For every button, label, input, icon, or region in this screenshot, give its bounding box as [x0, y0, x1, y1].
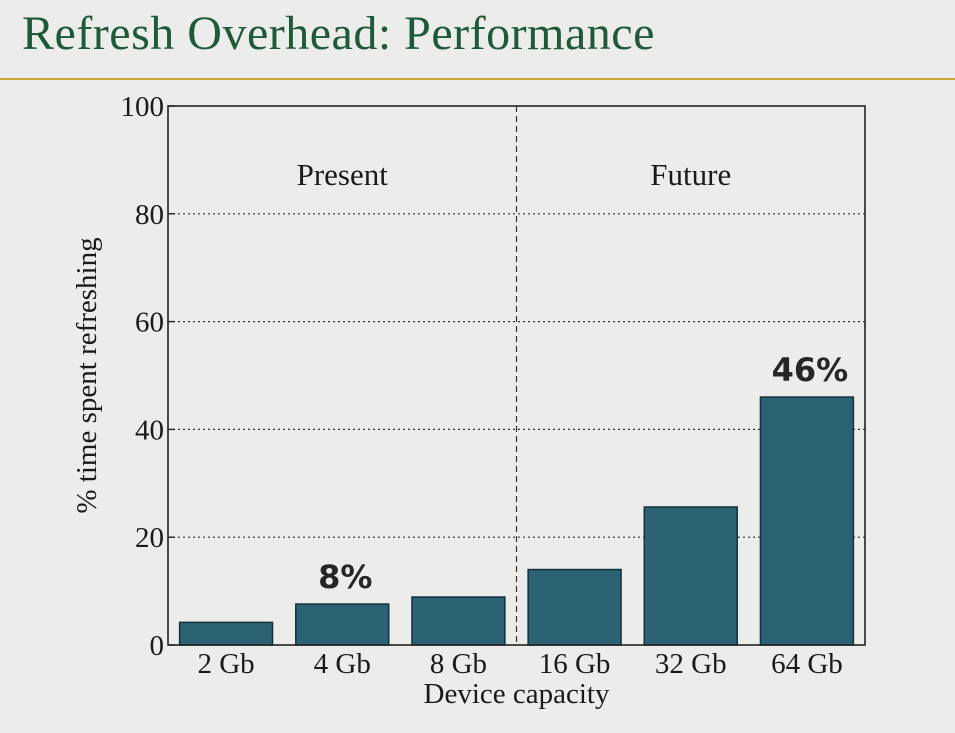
- region-label-present: Present: [297, 157, 389, 192]
- title-divider: [0, 78, 955, 80]
- x-tick-labels: 2 Gb 4 Gb 8 Gb 16 Gb 32 Gb 64 Gb: [197, 648, 842, 680]
- bar-8gb: [411, 596, 506, 646]
- x-tick-label-64gb: 64 Gb: [771, 648, 843, 680]
- data-label-64gb: 46%: [772, 351, 849, 389]
- bar-4gb: [295, 603, 390, 646]
- y-tick-label-80: 80: [135, 199, 164, 231]
- y-tick-label-60: 60: [135, 307, 164, 339]
- slide-title: Refresh Overhead: Performance: [22, 7, 655, 60]
- bar-2gb: [178, 621, 274, 646]
- y-axis-label: % time spent refreshing: [71, 237, 103, 513]
- y-tick-label-40: 40: [135, 414, 164, 446]
- plot-frame: [167, 105, 866, 646]
- gridlines: [168, 213, 865, 538]
- data-labels: 8% 46%: [318, 351, 848, 596]
- x-tick-label-2gb: 2 Gb: [197, 648, 254, 680]
- region-labels: Present Future: [297, 157, 732, 192]
- x-tick-label-8gb: 8 Gb: [430, 648, 487, 680]
- x-tick-label-4gb: 4 Gb: [314, 648, 371, 680]
- x-tick-label-16gb: 16 Gb: [539, 648, 611, 680]
- plot-border: [167, 105, 866, 646]
- bar-32gb: [643, 506, 738, 646]
- data-label-4gb: 8%: [318, 558, 372, 596]
- y-tick-label-0: 0: [150, 630, 165, 662]
- y-tick-label-100: 100: [121, 91, 165, 123]
- bar-16gb: [527, 568, 622, 646]
- region-label-future: Future: [650, 157, 731, 192]
- bars: [178, 396, 855, 646]
- bar-64gb: [759, 396, 855, 646]
- x-tick-label-32gb: 32 Gb: [655, 648, 727, 680]
- y-tick-labels: 0 20 40 60 80 100: [121, 91, 165, 662]
- y-tick-label-20: 20: [135, 522, 164, 554]
- x-axis-label: Device capacity: [424, 678, 610, 710]
